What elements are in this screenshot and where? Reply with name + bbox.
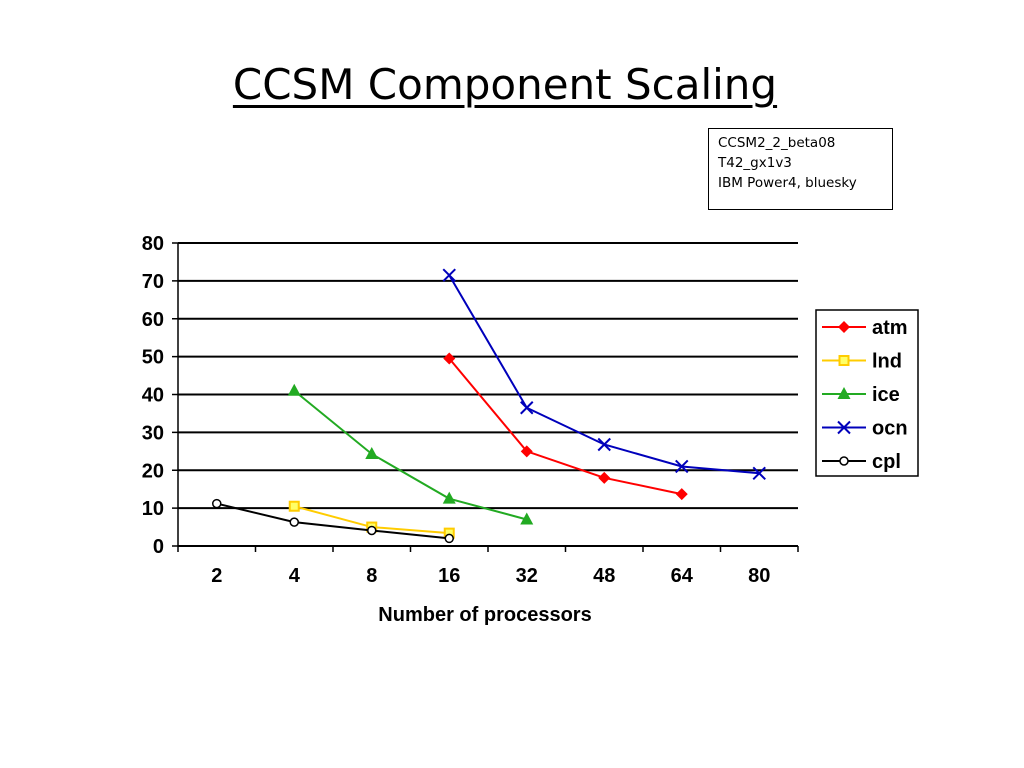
y-tick-label: 30 [142, 422, 164, 444]
x-marker [675, 459, 689, 474]
legend-item-cpl: cpl [822, 451, 901, 473]
y-tick-label: 60 [142, 309, 164, 331]
series-group [212, 268, 766, 544]
legend-label: ice [872, 384, 900, 406]
info-line-machine: IBM Power4, bluesky [718, 175, 857, 191]
square-marker [288, 500, 300, 512]
legend-label: cpl [872, 451, 901, 473]
x-marker [752, 466, 766, 480]
series-ocn [442, 268, 766, 480]
series-ice [287, 383, 534, 525]
x-marker [837, 420, 851, 435]
x-marker [597, 437, 611, 452]
diamond-marker [443, 352, 456, 365]
y-tick-label: 70 [142, 271, 164, 293]
triangle-marker [287, 383, 301, 396]
x-tick-label: 8 [366, 565, 377, 587]
x-tick-label: 16 [438, 565, 460, 587]
circle-marker [212, 498, 222, 509]
x-axis-label: Number of processors [378, 604, 591, 626]
circle-marker [367, 525, 377, 536]
legend-label: lnd [872, 351, 902, 373]
slide-title: CCSM Component Scaling [232, 60, 778, 109]
triangle-marker [442, 491, 456, 504]
x-tick-label: 4 [289, 565, 301, 587]
legend: atm lnd ice ocn cpl [815, 309, 919, 477]
info-line-version: CCSM2_2_beta08 [718, 135, 836, 151]
info-box: CCSM2_2_beta08 T42_gx1v3 IBM Power4, blu… [708, 128, 893, 210]
y-tick-label: 20 [142, 460, 164, 482]
triangle-marker [837, 387, 851, 399]
series-line [448, 357, 682, 496]
legend-item-ocn: ocn [822, 418, 908, 440]
diamond-marker [675, 488, 688, 501]
y-tick-label: 80 [142, 233, 164, 255]
diamond-marker [838, 321, 850, 333]
legend-item-lnd: lnd [822, 351, 902, 373]
x-tick-label: 32 [516, 565, 538, 587]
info-line-grid: T42_gx1v3 [718, 155, 792, 171]
circle-marker [289, 517, 299, 527]
circle-marker [839, 456, 849, 466]
legend-item-ice: ice [822, 384, 900, 406]
x-tick-label: 2 [211, 565, 222, 587]
series-atm [443, 352, 688, 501]
y-tick-label: 10 [142, 498, 164, 520]
x-tick-label: 64 [671, 565, 694, 587]
legend-label: ocn [872, 418, 908, 440]
x-tick-label: 80 [748, 565, 770, 587]
triangle-marker [365, 446, 379, 459]
series-cpl [212, 498, 454, 544]
x-tick-label: 48 [593, 565, 615, 587]
diamond-marker [520, 445, 533, 458]
y-tick-label: 50 [142, 347, 164, 369]
y-tick-label: 0 [153, 536, 164, 558]
x-marker [520, 401, 534, 415]
legend-item-atm: atm [822, 317, 908, 339]
x-marker [442, 268, 456, 282]
circle-marker [444, 533, 454, 544]
series-line [293, 389, 528, 521]
legend-label: atm [872, 317, 908, 339]
square-marker [838, 355, 850, 366]
series-line [216, 502, 450, 540]
y-tick-label: 40 [142, 385, 164, 407]
triangle-marker [520, 512, 534, 525]
gridlines [178, 242, 798, 547]
diamond-marker [598, 471, 611, 484]
